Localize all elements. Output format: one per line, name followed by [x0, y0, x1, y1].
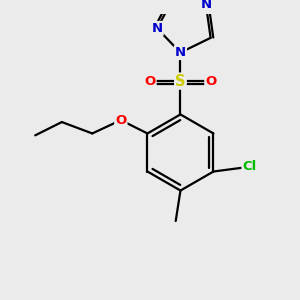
Text: S: S: [175, 74, 186, 88]
Text: O: O: [115, 114, 127, 127]
Text: O: O: [205, 75, 217, 88]
Text: O: O: [144, 75, 156, 88]
Text: N: N: [200, 0, 211, 11]
Text: N: N: [175, 46, 186, 59]
Text: Cl: Cl: [242, 160, 257, 173]
Text: N: N: [152, 22, 163, 35]
